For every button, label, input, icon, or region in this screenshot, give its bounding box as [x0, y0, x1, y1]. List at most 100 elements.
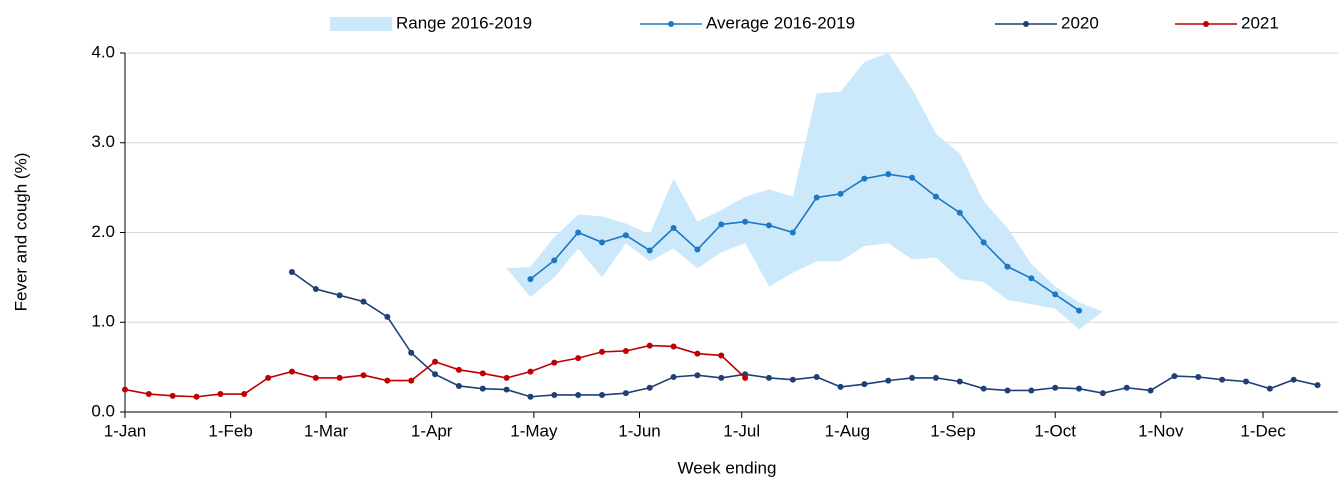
marker [336, 374, 343, 381]
marker [479, 385, 486, 392]
marker [622, 347, 629, 354]
marker [336, 292, 343, 299]
x-tick-label: 1-May [510, 421, 558, 440]
marker [1099, 390, 1106, 397]
marker [956, 209, 963, 216]
legend-label: 2020 [1061, 13, 1099, 32]
legend-label: Range 2016-2019 [396, 13, 532, 32]
marker [742, 374, 749, 381]
marker [575, 391, 582, 398]
marker [694, 372, 701, 379]
legend-label: 2021 [1241, 13, 1279, 32]
x-tick-label: 1-Dec [1240, 421, 1286, 440]
marker [360, 298, 367, 305]
x-tick-label: 1-Sep [930, 421, 975, 440]
marker [432, 371, 439, 378]
marker [956, 378, 963, 385]
marker [885, 377, 892, 384]
marker [1052, 291, 1059, 298]
marker [360, 372, 367, 379]
marker [765, 374, 772, 381]
x-tick-label: 1-Apr [411, 421, 453, 440]
x-tick-label: 1-Feb [208, 421, 252, 440]
marker [193, 393, 200, 400]
marker [718, 374, 725, 381]
legend-label: Average 2016-2019 [706, 13, 855, 32]
x-tick-label: 1-Aug [825, 421, 870, 440]
y-tick-label: 3.0 [91, 132, 115, 151]
marker [432, 358, 439, 365]
marker [575, 229, 582, 236]
line [291, 271, 1318, 398]
legend-swatch [330, 17, 392, 31]
marker [1028, 387, 1035, 394]
marker [527, 393, 534, 400]
marker [1004, 263, 1011, 270]
line [529, 173, 1080, 312]
marker [384, 313, 391, 320]
range-area [506, 53, 1103, 330]
marker [455, 382, 462, 389]
marker [861, 175, 868, 182]
marker [932, 193, 939, 200]
marker [837, 383, 844, 390]
marker [527, 368, 534, 375]
marker [384, 377, 391, 384]
marker [1171, 373, 1178, 380]
y-axis-title: Fever and cough (%) [11, 153, 30, 312]
marker [813, 373, 820, 380]
y-tick-label: 4.0 [91, 42, 115, 61]
marker [503, 374, 510, 381]
marker [241, 391, 248, 398]
marker [670, 225, 677, 232]
marker [1076, 307, 1083, 314]
marker [479, 370, 486, 377]
marker [1195, 373, 1202, 380]
marker [575, 355, 582, 362]
marker [551, 359, 558, 366]
x-tick-label: 1-Jun [618, 421, 661, 440]
marker [1266, 385, 1273, 392]
marker [646, 342, 653, 349]
marker [694, 350, 701, 357]
marker [909, 174, 916, 181]
marker [718, 221, 725, 228]
marker [909, 374, 916, 381]
marker [455, 366, 462, 373]
marker [622, 390, 629, 397]
marker [1243, 378, 1250, 385]
marker [217, 391, 224, 398]
x-tick-label: 1-Jan [104, 421, 147, 440]
marker [980, 239, 987, 246]
marker [742, 218, 749, 225]
legend-marker [1023, 21, 1029, 27]
marker [265, 374, 272, 381]
marker [1147, 387, 1154, 394]
legend-marker [1203, 21, 1209, 27]
marker [1028, 275, 1035, 282]
marker [408, 377, 415, 384]
x-tick-label: 1-Jul [723, 421, 760, 440]
marker [527, 276, 534, 283]
marker [1290, 376, 1297, 383]
marker [694, 246, 701, 253]
x-tick-label: 1-Oct [1034, 421, 1076, 440]
marker [1004, 387, 1011, 394]
marker [503, 386, 510, 393]
marker [312, 286, 319, 293]
marker [599, 348, 606, 355]
marker [312, 374, 319, 381]
x-tick-label: 1-Nov [1138, 421, 1184, 440]
marker [599, 391, 606, 398]
y-tick-label: 2.0 [91, 222, 115, 241]
marker [646, 384, 653, 391]
marker [288, 368, 295, 375]
marker [622, 232, 629, 239]
marker [1076, 385, 1083, 392]
y-tick-label: 1.0 [91, 312, 115, 331]
y-tick-label: 0.0 [91, 401, 115, 420]
marker [1052, 384, 1059, 391]
marker [813, 194, 820, 201]
marker [122, 386, 128, 393]
